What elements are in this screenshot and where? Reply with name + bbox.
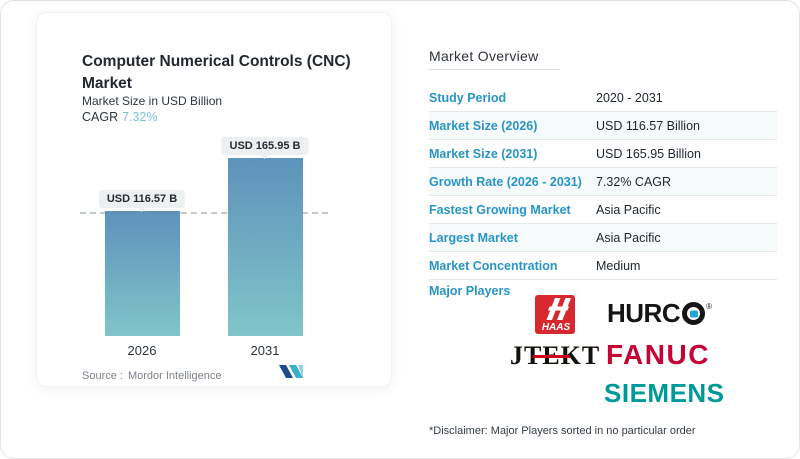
source-line: Source : Mordor Intelligence bbox=[82, 370, 222, 382]
source-value: Mordor Intelligence bbox=[127, 370, 222, 382]
table-row-market-size-2026: Market Size (2026) USD 116.57 Billion bbox=[429, 112, 777, 140]
row-value: Asia Pacific bbox=[596, 230, 661, 245]
row-label: Market Size (2031) bbox=[429, 146, 538, 161]
siemens-logo: SIEMENS bbox=[604, 378, 725, 408]
table-row-fastest-growing-market: Fastest Growing Market Asia Pacific bbox=[429, 196, 777, 224]
bar-value-label-2026: USD 116.57 B bbox=[98, 190, 186, 208]
row-value: USD 165.95 Billion bbox=[596, 146, 701, 161]
bar-2026 bbox=[105, 211, 180, 336]
haas-logo-text: HAAS bbox=[542, 322, 571, 333]
jtekt-red-stripe-icon bbox=[533, 355, 570, 359]
overview-title: Market Overview bbox=[429, 48, 539, 64]
row-label: Study Period bbox=[429, 90, 507, 105]
row-label: Market Concentration bbox=[429, 258, 558, 273]
x-axis-label-2031: 2031 bbox=[250, 343, 280, 358]
row-value: Medium bbox=[596, 258, 641, 273]
overview-title-underline bbox=[429, 69, 560, 70]
fanuc-logo: FANUC bbox=[606, 339, 710, 370]
hurco-logo-text: HURC bbox=[607, 298, 681, 328]
bar-value-label-2031: USD 165.95 B bbox=[221, 137, 309, 155]
hurco-logo: HURC ® bbox=[607, 298, 712, 329]
table-row-market-size-2031: Market Size (2031) USD 165.95 Billion bbox=[429, 140, 777, 168]
source-label: Source : bbox=[82, 370, 123, 382]
hurco-registered-mark: ® bbox=[706, 302, 713, 311]
row-value: 2020 - 2031 bbox=[596, 90, 663, 105]
cagr-label: CAGR bbox=[82, 110, 119, 124]
cagr-value: 7.32% bbox=[122, 110, 158, 124]
x-axis-label-2026: 2026 bbox=[127, 343, 157, 358]
row-value: 7.32% CAGR bbox=[596, 174, 672, 189]
row-value: Asia Pacific bbox=[596, 202, 661, 217]
row-label: Market Size (2026) bbox=[429, 118, 538, 133]
jtekt-logo: JTEKT bbox=[510, 341, 600, 371]
row-value: USD 116.57 Billion bbox=[596, 118, 700, 133]
table-row-largest-market: Largest Market Asia Pacific bbox=[429, 224, 777, 252]
table-row-market-concentration: Market Concentration Medium bbox=[429, 252, 777, 280]
chart-title: Computer Numerical Controls (CNC) Market bbox=[82, 53, 351, 93]
major-players-label: Major Players bbox=[429, 284, 511, 298]
disclaimer-text: *Disclaimer: Major Players sorted in no … bbox=[429, 425, 696, 437]
table-row-study-period: Study Period 2020 - 2031 bbox=[429, 84, 777, 112]
row-label: Growth Rate (2026 - 2031) bbox=[429, 174, 582, 189]
table-row-growth-rate: Growth Rate (2026 - 2031) 7.32% CAGR bbox=[429, 168, 777, 196]
row-label: Fastest Growing Market bbox=[429, 202, 571, 217]
hurco-o-icon bbox=[682, 302, 706, 325]
cagr-line: CAGR 7.32% bbox=[82, 110, 158, 124]
haas-logo-icon: HAAS bbox=[535, 295, 575, 334]
chart-subtitle: Market Size in USD Billion bbox=[82, 94, 223, 108]
chart-card: Computer Numerical Controls (CNC) Market… bbox=[36, 12, 392, 387]
row-label: Largest Market bbox=[429, 230, 518, 245]
overview-table: Study Period 2020 - 2031 Market Size (20… bbox=[429, 84, 777, 280]
mordor-intelligence-logo-icon bbox=[279, 365, 303, 378]
bar-2031 bbox=[228, 158, 303, 336]
reference-dashed-line bbox=[80, 212, 328, 214]
